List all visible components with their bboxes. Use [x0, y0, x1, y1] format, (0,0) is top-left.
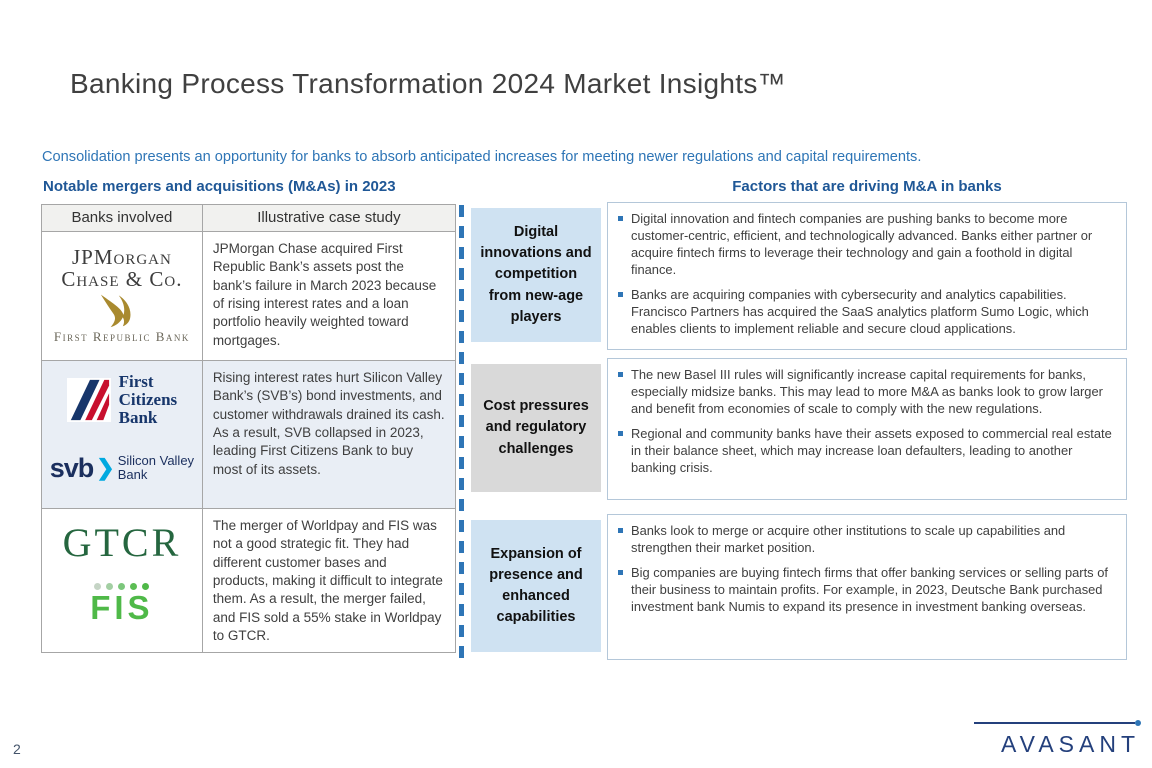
first-citizens-logo-text: First Citizens Bank	[119, 373, 178, 427]
page-number: 2	[13, 741, 21, 757]
jpmorgan-logo-line1: JPMorgan	[71, 245, 172, 269]
right-section-header: Factors that are driving M&A in banks	[732, 178, 1002, 195]
bullet-item: Regional and community banks have their …	[618, 425, 1114, 476]
factor-bullet-box: Digital innovation and fintech companies…	[607, 202, 1127, 350]
column-header-case-study: Illustrative case study	[201, 204, 457, 232]
table-row: JPMorgan Chase & Co. First Republic Bank…	[41, 231, 457, 361]
bullet-item: Banks are acquiring companies with cyber…	[618, 286, 1114, 337]
avasant-logo-line	[974, 720, 1141, 726]
factor-row-cost-pressures: Cost pressures and regulatory challenges…	[471, 358, 1127, 500]
factor-label: Cost pressures and regulatory challenges	[471, 364, 601, 492]
bullet-icon	[618, 431, 623, 437]
bullet-item: The new Basel III rules will significant…	[618, 366, 1114, 417]
svb-logo-text: svb	[49, 452, 95, 483]
factor-bullet-box: Banks look to merge or acquire other ins…	[607, 514, 1127, 660]
banks-cell-jpmorgan-first-republic: JPMorgan Chase & Co. First Republic Bank	[41, 231, 203, 361]
page-title: Banking Process Transformation 2024 Mark…	[70, 68, 786, 99]
left-section-header: Notable mergers and acquisitions (M&As) …	[43, 178, 396, 195]
bullet-text: Banks look to merge or acquire other ins…	[631, 523, 1066, 556]
factor-bullet-box: The new Basel III rules will significant…	[607, 358, 1127, 500]
first-citizens-line2: Citizens	[118, 389, 178, 409]
column-header-banks-involved: Banks involved	[41, 204, 203, 232]
bullet-text: Banks are acquiring companies with cyber…	[631, 287, 1089, 337]
table-header-row: Banks involved Illustrative case study	[41, 204, 457, 232]
subtitle: Consolidation presents an opportunity fo…	[42, 149, 922, 165]
case-study-text: Rising interest rates hurt Silicon Valle…	[201, 360, 457, 509]
case-study-text: The merger of Worldpay and FIS was not a…	[201, 508, 457, 653]
bullet-icon	[618, 292, 623, 298]
bullet-icon	[618, 570, 623, 576]
case-study-text: JPMorgan Chase acquired First Republic B…	[201, 231, 457, 361]
bullet-icon	[618, 528, 623, 533]
factor-row-digital-innovations: Digital innovations and competition from…	[471, 202, 1127, 350]
fis-dots-icon	[46, 583, 198, 590]
svb-logo-subtext: Silicon Valley Bank	[118, 454, 194, 481]
svb-chevron-icon: ❯	[96, 455, 115, 481]
first-citizens-flag-icon	[66, 377, 111, 422]
factor-row-expansion-of-presence: Expansion of presence and enhanced capab…	[471, 514, 1127, 660]
bullet-icon	[618, 372, 623, 377]
svb-subtext-line2: Bank	[117, 467, 148, 483]
ma-table: Banks involved Illustrative case study J…	[41, 204, 457, 653]
jpmorgan-logo-line2: Chase & Co.	[61, 267, 183, 292]
bullet-text: The new Basel III rules will significant…	[631, 367, 1103, 417]
bullet-item: Big companies are buying fintech firms t…	[618, 564, 1114, 615]
bullet-item: Banks look to merge or acquire other ins…	[618, 522, 1114, 556]
avasant-logo-text: AVASANT	[1001, 731, 1140, 757]
fis-logo-text: FIS	[90, 589, 154, 626]
table-row: GTCR FIS The merger of Worldpay and FIS …	[41, 508, 457, 653]
fis-logo: FIS	[46, 583, 198, 624]
factor-label: Expansion of presence and enhanced capab…	[471, 520, 601, 652]
bullet-text: Digital innovation and fintech companies…	[631, 211, 1093, 278]
bullet-item: Digital innovation and fintech companies…	[618, 210, 1114, 278]
table-row: First Citizens Bank svb ❯ Silicon Valley…	[41, 360, 457, 509]
first-republic-eagle-icon	[100, 294, 131, 328]
bullet-text: Regional and community banks have their …	[631, 426, 1112, 476]
first-citizens-line3: Bank	[118, 407, 158, 427]
avasant-logo: AVASANT	[974, 720, 1141, 758]
factor-label: Digital innovations and competition from…	[471, 208, 601, 342]
bullet-text: Big companies are buying fintech firms t…	[631, 565, 1108, 615]
first-citizens-logo: First Citizens Bank	[46, 373, 198, 427]
silicon-valley-bank-logo: svb ❯ Silicon Valley Bank	[46, 453, 198, 484]
dashed-divider-line	[459, 205, 464, 660]
first-citizens-line1: First	[118, 372, 154, 391]
first-republic-bank-logo-text: First Republic Bank	[53, 329, 190, 345]
svb-subtext-line1: Silicon Valley	[117, 453, 195, 469]
banks-cell-first-citizens-svb: First Citizens Bank svb ❯ Silicon Valley…	[41, 360, 203, 509]
jpmorgan-chase-logo: JPMorgan Chase & Co.	[46, 246, 198, 290]
avasant-logo-dot-icon	[1135, 720, 1141, 726]
gtcr-logo-text: GTCR	[62, 520, 182, 565]
factors-panel: Digital innovations and competition from…	[459, 202, 1127, 660]
bullet-icon	[618, 216, 623, 221]
banks-cell-gtcr-fis: GTCR FIS	[41, 508, 203, 653]
